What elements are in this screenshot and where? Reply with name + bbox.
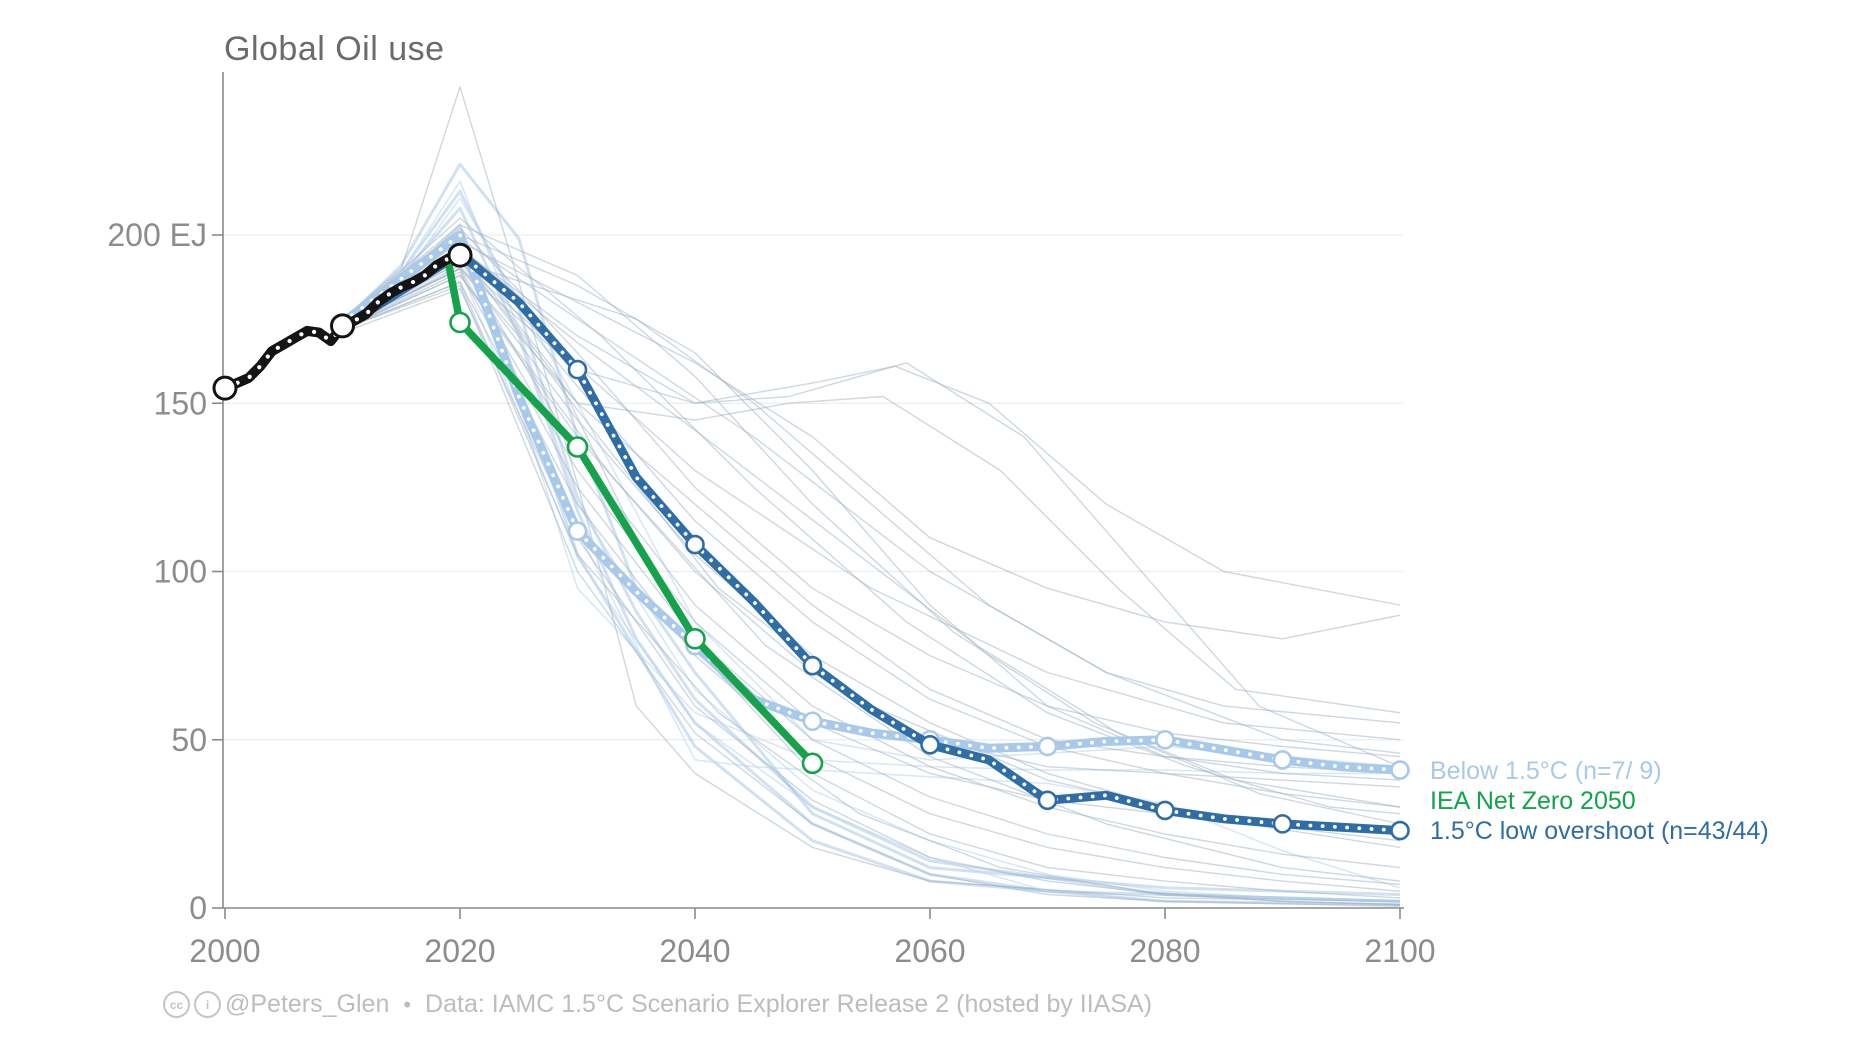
attribution-icon: i [194, 991, 221, 1018]
x-tick-label: 2060 [894, 933, 965, 969]
footer-credit: cc i @Peters_Glen • Data: IAMC 1.5°C Sce… [163, 990, 1152, 1019]
data-point-marker [330, 313, 355, 339]
data-point-marker [1155, 729, 1175, 750]
scenario-line [342, 267, 1401, 906]
chart-title: Global Oil use [224, 30, 445, 68]
scenario-line [342, 284, 1401, 907]
background-scenario-lines [341, 86, 1401, 907]
data-point-marker [1390, 760, 1410, 780]
scenario-line [341, 189, 1401, 903]
scenario-line [342, 247, 1401, 606]
scenario-line [342, 267, 1401, 714]
scenario-line [342, 234, 1401, 781]
data-point-marker [449, 311, 471, 334]
scenario-line [342, 254, 1401, 775]
scenario-line [342, 86, 1401, 902]
x-tick-label: 2020 [424, 933, 495, 969]
series-below-1-5-c-median-n-7-9- [338, 230, 1410, 780]
data-point-marker [802, 655, 823, 676]
cc-icon: cc [163, 991, 190, 1018]
y-tick-label: 150 [154, 385, 207, 421]
data-point-marker [1390, 820, 1410, 841]
data-point-marker [1272, 814, 1293, 834]
scenario-line [342, 288, 1401, 906]
axes: 0 50 100 150 200 EJ 2000 2020 2040 2060 2080 2100 [107, 72, 1436, 969]
data-point-marker [684, 627, 706, 650]
legend-below-1-5: Below 1.5°C (n=7/ 9) [1430, 757, 1662, 785]
data-point-marker [566, 436, 589, 458]
data-point-marker [920, 734, 940, 755]
data-point-marker [1272, 750, 1293, 770]
scenario-line [342, 237, 1401, 754]
scenario-line [341, 180, 1401, 903]
x-tick-label: 2080 [1129, 933, 1200, 969]
data-point-marker [567, 521, 588, 541]
data-point-marker [567, 359, 588, 380]
scenario-line [341, 206, 1401, 903]
y-tick-label: 0 [189, 890, 207, 926]
y-tick-label: 200 EJ [107, 217, 207, 253]
footer-handle: @Peters_Glen [225, 990, 390, 1018]
series-historical [212, 242, 473, 401]
x-tick-label: 2000 [189, 933, 260, 969]
scenario-line [342, 227, 1401, 758]
data-point-marker [802, 711, 823, 732]
footer-bullet: • [403, 991, 412, 1017]
data-point-marker [801, 752, 824, 775]
data-point-marker [1155, 800, 1175, 821]
data-point-marker [447, 242, 473, 268]
scenario-line [342, 217, 1401, 815]
x-tick-label: 2040 [659, 933, 730, 969]
scenario-line [342, 244, 1401, 808]
legend-iea-net-zero: IEA Net Zero 2050 [1430, 787, 1636, 815]
y-tick-label: 100 [154, 554, 207, 590]
data-point-marker [1037, 790, 1058, 811]
scenario-line [342, 281, 1401, 906]
scenario-line [342, 267, 1401, 768]
data-point-marker [212, 375, 238, 401]
scenario-line [342, 247, 1401, 825]
x-tick-label: 2100 [1364, 933, 1435, 969]
footer-source: Data: IAMC 1.5°C Scenario Explorer Relea… [425, 990, 1153, 1018]
legend-low-overshoot: 1.5°C low overshoot (n=43/44) [1430, 817, 1769, 845]
chart-legend: Below 1.5°C (n=7/ 9) IEA Net Zero 2050 1… [1430, 756, 1769, 846]
y-tick-label: 50 [171, 722, 207, 758]
scenario-line [342, 241, 1401, 640]
scenario-line [342, 224, 1401, 808]
series-iea-net-zero-2050 [444, 258, 824, 775]
data-point-marker [685, 534, 705, 555]
data-point-marker [1037, 736, 1058, 757]
scenario-line [342, 261, 1401, 724]
